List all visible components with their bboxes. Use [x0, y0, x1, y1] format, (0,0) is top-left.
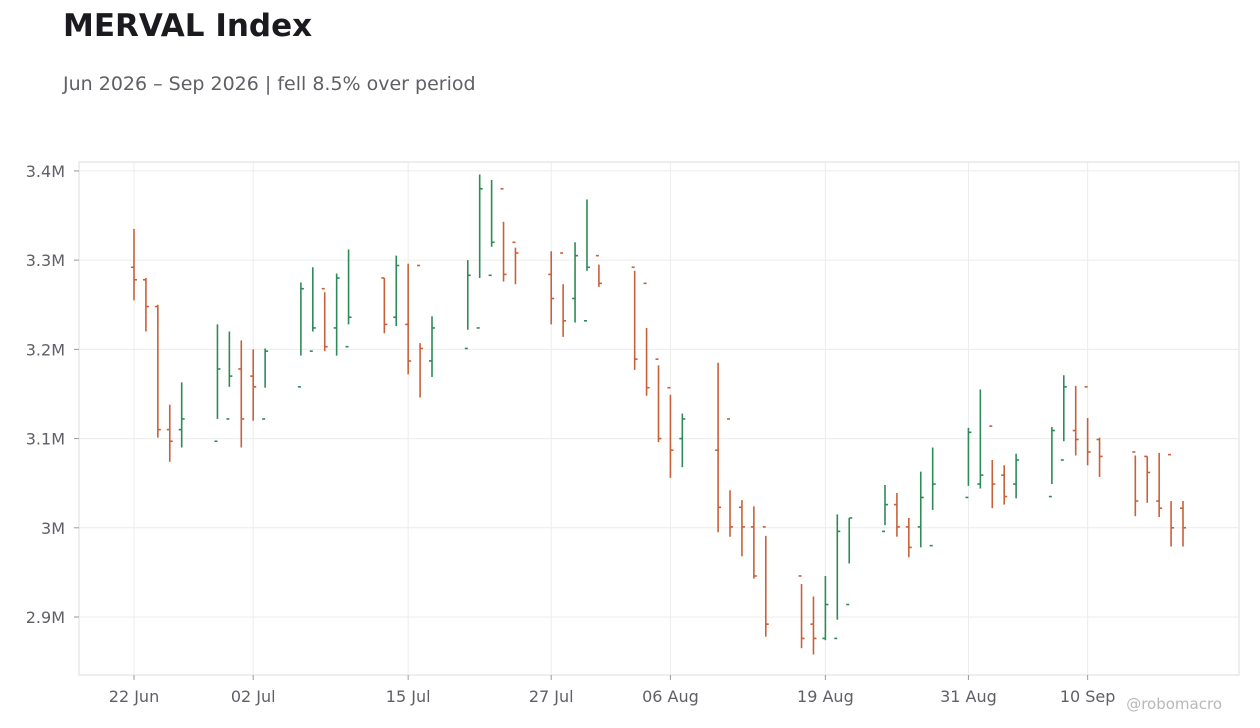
ohlc-bar — [750, 506, 757, 579]
ohlc-bar — [798, 575, 805, 649]
ohlc-bar — [595, 254, 602, 287]
ohlc-bar — [822, 575, 829, 641]
x-tick-label: 02 Jul — [231, 687, 276, 706]
x-tick-label: 27 Jul — [529, 687, 574, 706]
ohlc-bar — [262, 348, 269, 420]
ohlc-bar — [1144, 455, 1151, 503]
ohlc-bar — [881, 484, 888, 533]
y-tick-label: 3.1M — [26, 430, 65, 449]
ohlc-bar — [1072, 385, 1079, 456]
x-tick-label: 31 Aug — [940, 687, 997, 706]
ohlc-bar — [929, 447, 936, 547]
ohlc-bar — [345, 249, 352, 348]
ohlc-bar — [1132, 451, 1139, 517]
ohlc-bar — [1096, 437, 1103, 477]
ohlc-bar — [715, 362, 722, 533]
ohlc-bar — [762, 526, 769, 637]
x-tick-label: 10 Sep — [1060, 687, 1116, 706]
chart-title: MERVAL Index — [63, 8, 313, 44]
ohlc-bar — [679, 413, 686, 468]
ohlc-bar — [429, 316, 436, 378]
chart-subtitle: Jun 2026 – Sep 2026 | fell 8.5% over per… — [63, 73, 476, 95]
ohlc-bar — [834, 514, 841, 640]
ohlc-bar — [178, 382, 185, 448]
ohlc-bar — [727, 418, 734, 537]
ohlc-bar — [1156, 452, 1163, 518]
ohlc-bar — [250, 349, 257, 421]
ohlc-bar — [488, 179, 495, 277]
ohlc-bar — [381, 277, 388, 334]
ohlc-bar — [977, 389, 984, 489]
y-axis: 2.9M 3M 3.1M 3.2M 3.3M 3.4M — [26, 162, 79, 627]
ohlc-bars — [131, 174, 1186, 655]
ohlc-bar — [464, 260, 471, 350]
ohlc-bar — [226, 331, 233, 420]
ohlc-bar — [738, 500, 745, 557]
ohlc-bar — [1168, 453, 1175, 547]
ohlc-bar — [1048, 426, 1055, 498]
ohlc-bar — [297, 282, 304, 388]
ohlc-bar — [631, 266, 638, 370]
x-tick-label: 19 Aug — [797, 687, 854, 706]
grid-lines — [79, 162, 1239, 675]
ohlc-bar — [309, 267, 316, 352]
y-tick-label: 3.3M — [26, 251, 65, 270]
ohlc-bar — [393, 255, 400, 327]
ohlc-bar — [500, 187, 507, 282]
ohlc-bar — [321, 287, 328, 352]
ohlc-bar — [1084, 386, 1091, 466]
credit-label: @robomacro — [1126, 695, 1222, 713]
ohlc-bar — [1180, 501, 1186, 547]
ohlc-bar — [131, 228, 137, 301]
ohlc-bar — [572, 242, 579, 323]
ohlc-bar — [333, 273, 340, 356]
ohlc-bar — [548, 251, 555, 325]
ohlc-bar — [417, 264, 424, 398]
ohlc-bar — [989, 425, 996, 509]
ohlc-bar — [238, 340, 245, 448]
y-tick-label: 3M — [41, 519, 65, 538]
ohlc-bar — [965, 427, 972, 499]
ohlc-bar — [583, 199, 590, 322]
ohlc-bar — [166, 404, 173, 462]
ohlc-bar — [846, 517, 853, 606]
ohlc-bar — [643, 282, 650, 396]
x-tick-label: 22 Jun — [109, 687, 159, 706]
ohlc-bar — [476, 174, 483, 329]
ohlc-bar — [905, 517, 912, 558]
ohlc-bar — [1013, 453, 1020, 499]
ohlc-bar — [893, 492, 900, 537]
ohlc-bar — [810, 596, 817, 655]
ohlc-bar — [667, 386, 674, 478]
ohlc-bar — [1001, 465, 1008, 505]
ohlc-bar — [1060, 375, 1067, 461]
ohlc-bar — [917, 471, 924, 548]
y-tick-label: 2.9M — [26, 608, 65, 627]
ohlc-bar — [560, 252, 567, 337]
y-tick-label: 3.4M — [26, 162, 65, 181]
x-tick-label: 15 Jul — [386, 687, 431, 706]
ohlc-bar — [142, 277, 149, 332]
ohlc-bar — [405, 263, 412, 375]
ohlc-bar — [512, 241, 519, 285]
ohlc-bar — [655, 358, 662, 443]
ohlc-bar — [214, 324, 221, 443]
x-tick-label: 06 Aug — [642, 687, 699, 706]
y-tick-label: 3.2M — [26, 340, 65, 359]
ohlc-bar — [154, 304, 161, 438]
x-axis: 22 Jun 02 Jul 15 Jul 27 Jul 06 Aug 19 Aug 31 A… — [109, 675, 1116, 706]
